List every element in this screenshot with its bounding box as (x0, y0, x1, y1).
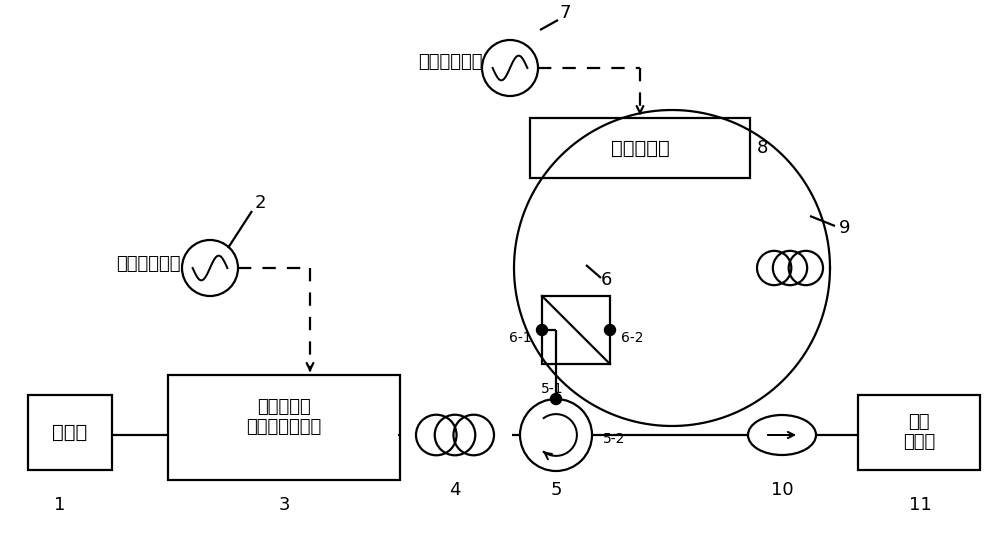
FancyBboxPatch shape (28, 395, 112, 470)
Text: 8: 8 (756, 139, 768, 157)
Text: 5-2: 5-2 (603, 432, 625, 446)
Text: 双偏振正交
相移键控调制器: 双偏振正交 相移键控调制器 (246, 398, 322, 436)
Text: 低频跳频信号: 低频跳频信号 (116, 255, 180, 273)
Text: 3: 3 (278, 496, 290, 514)
Text: 激光器: 激光器 (52, 423, 88, 442)
Text: 光频移模块: 光频移模块 (611, 139, 669, 158)
Text: 11: 11 (909, 496, 931, 514)
Text: 5-1: 5-1 (541, 382, 563, 396)
Text: 6-2: 6-2 (621, 331, 643, 345)
Text: 5: 5 (550, 481, 562, 499)
Text: 9: 9 (839, 219, 851, 237)
Text: 4: 4 (449, 481, 461, 499)
FancyBboxPatch shape (530, 118, 750, 178)
Text: 6-1: 6-1 (509, 331, 531, 345)
Text: 7: 7 (559, 4, 571, 22)
Text: 2: 2 (254, 194, 266, 212)
FancyBboxPatch shape (542, 296, 610, 364)
Text: 10: 10 (771, 481, 793, 499)
Circle shape (550, 393, 562, 405)
FancyBboxPatch shape (168, 375, 400, 480)
Text: 光电
探测器: 光电 探测器 (903, 412, 935, 452)
Circle shape (604, 325, 616, 336)
Text: 射频本振信号: 射频本振信号 (418, 53, 482, 71)
FancyBboxPatch shape (858, 395, 980, 470)
Text: 6: 6 (600, 271, 612, 289)
Circle shape (536, 325, 548, 336)
Text: 1: 1 (54, 496, 66, 514)
